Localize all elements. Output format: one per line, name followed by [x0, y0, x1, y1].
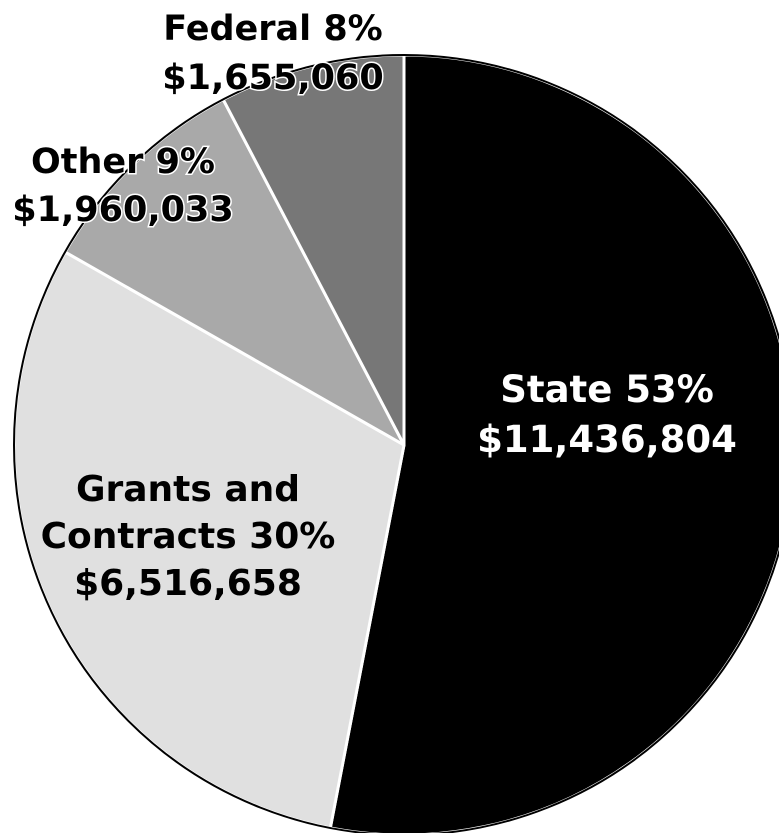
grants-label-line2: Contracts 30%: [41, 516, 336, 557]
other-label-amount: $1,960,033: [12, 190, 233, 230]
federal-label-amount: $1,655,060: [162, 58, 383, 98]
other-label-name: Other 9%: [31, 142, 215, 182]
grants-label-amount: $6,516,658: [74, 563, 302, 604]
grants-label-line1: Grants and: [76, 469, 300, 510]
state-label-name: State 53%: [500, 368, 714, 411]
pie-outline: [13, 54, 779, 833]
pie-slices: [12, 53, 779, 833]
federal-label-name: Federal 8%: [163, 9, 383, 49]
state-label-amount: $11,436,804: [477, 418, 737, 461]
